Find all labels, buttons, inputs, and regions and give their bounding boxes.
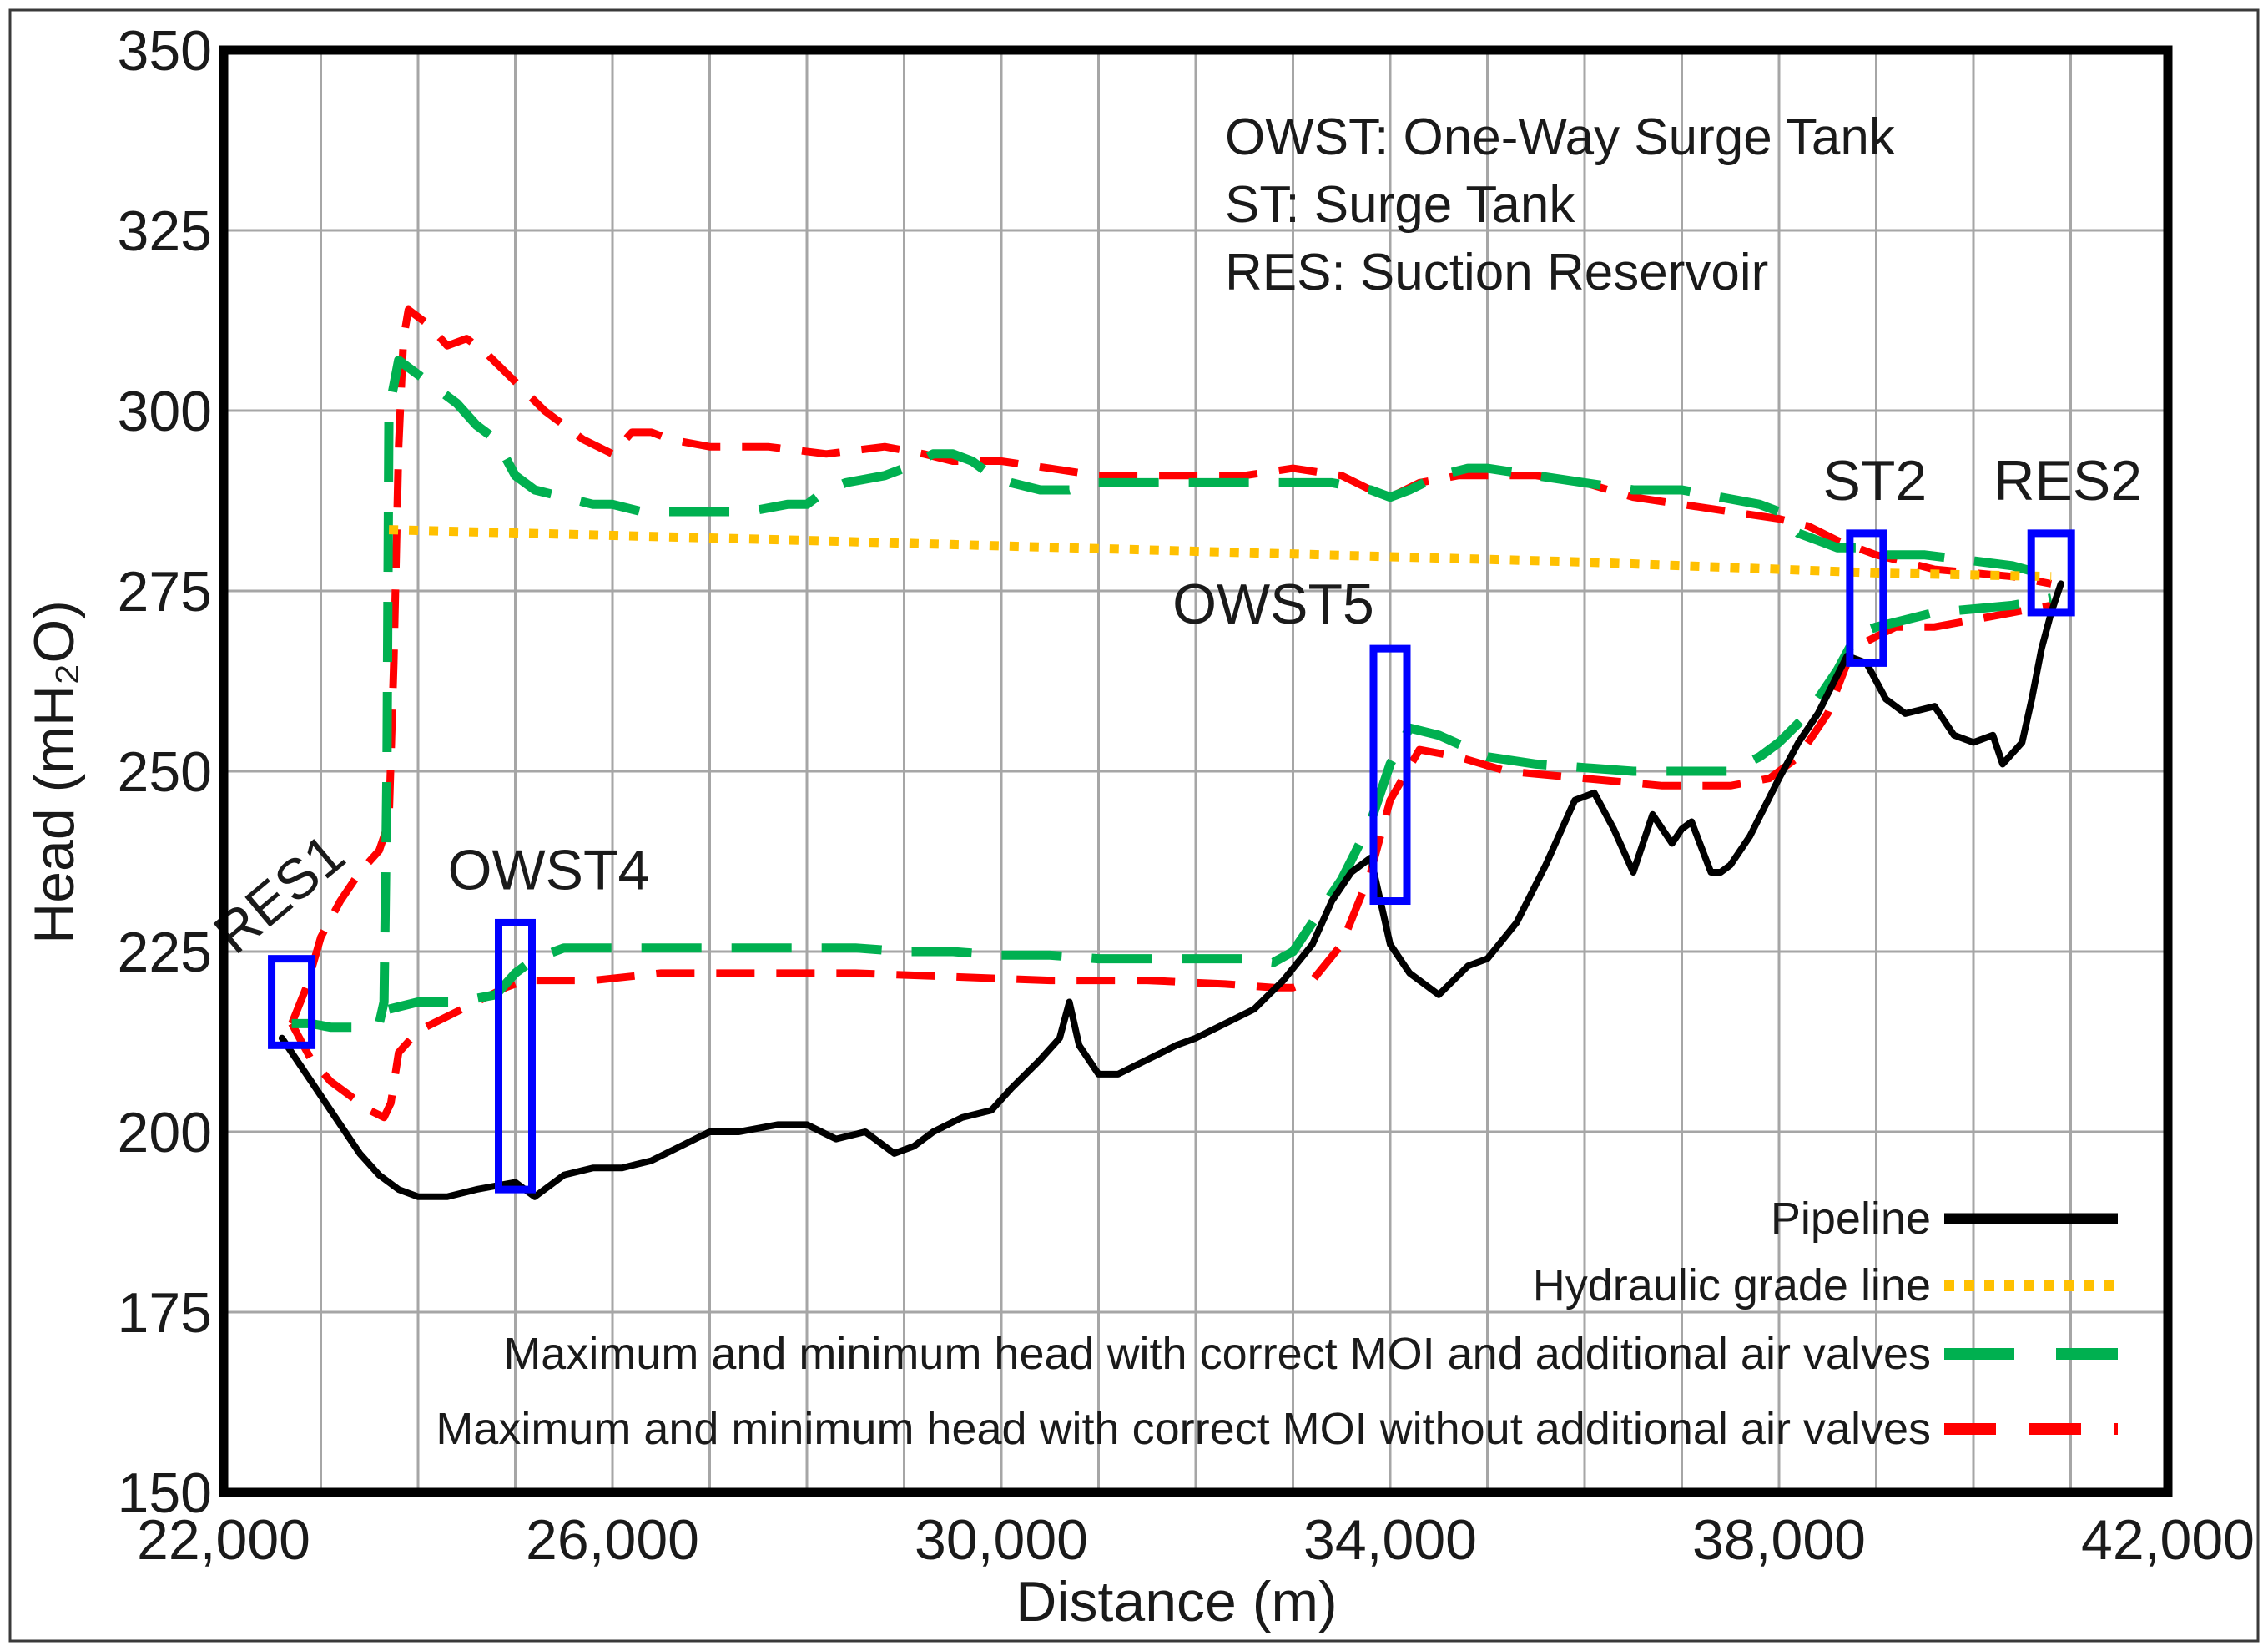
- annotation-label: ST2: [1822, 449, 1927, 512]
- y-tick-label: 175: [118, 1281, 212, 1345]
- series-line: [288, 601, 2053, 1122]
- series-line: [388, 525, 2052, 582]
- series-3: [288, 305, 2053, 1122]
- x-tick-label: 42,000: [2081, 1508, 2255, 1572]
- x-axis-title: Distance (m): [1016, 1570, 1337, 1633]
- y-axis-title: Head (mH₂O): [23, 600, 86, 944]
- annotation-label: RES2: [1993, 449, 2142, 512]
- y-tick-label: 300: [118, 380, 212, 443]
- series-line: [288, 305, 2053, 1026]
- series-line: [291, 356, 2053, 1033]
- y-tick-label: 150: [118, 1462, 212, 1525]
- annotation-label: OWST5: [1172, 573, 1374, 636]
- y-tick-label: 275: [118, 560, 212, 624]
- plot-frame: [219, 45, 2173, 1497]
- annotation-box: [1369, 644, 1411, 906]
- series-0: [278, 580, 2064, 1200]
- annotation-box: [268, 955, 316, 1049]
- annotation-box: [2027, 529, 2075, 617]
- series-line: [278, 580, 2064, 1200]
- legend-label: Maximum and minimum head with correct MO…: [436, 1404, 1931, 1454]
- legend: Pipeline Hydraulic grade line Maximum and …: [436, 1194, 2118, 1454]
- annotation-label: OWST4: [448, 838, 650, 901]
- legend-label: Hydraulic grade line: [1533, 1260, 1931, 1310]
- y-tick-label: 250: [118, 740, 212, 804]
- tick-labels: 22,000 26,000 30,000 34,000 38,000 42,000 150 1…: [118, 19, 2255, 1572]
- annotation-box: [1846, 529, 1887, 667]
- note-res: RES: Suction Reservoir: [1225, 244, 1768, 301]
- y-tick-label: 225: [118, 921, 212, 984]
- x-tick-label: 30,000: [915, 1508, 1088, 1572]
- series-2: [291, 356, 2053, 1033]
- figure-border: [8, 8, 2260, 1643]
- y-tick-label: 350: [118, 19, 212, 83]
- x-tick-label: 34,000: [1303, 1508, 1477, 1572]
- x-tick-label: 22,000: [137, 1508, 310, 1572]
- note-owst: OWST: One-Way Surge Tank: [1225, 109, 1896, 166]
- y-tick-label: 200: [118, 1101, 212, 1164]
- y-tick-label: 325: [118, 199, 212, 263]
- x-tick-label: 38,000: [1692, 1508, 1866, 1572]
- legend-label: Pipeline: [1771, 1194, 1931, 1244]
- annotation-box: [495, 918, 536, 1194]
- x-tick-label: 26,000: [526, 1508, 699, 1572]
- series-line: [387, 593, 2053, 1014]
- legend-label: Maximum and minimum head with correct MO…: [503, 1329, 1931, 1379]
- series-1: [388, 525, 2052, 582]
- note-st: ST: Surge Tank: [1225, 176, 1575, 234]
- series-layer: [278, 305, 2064, 1200]
